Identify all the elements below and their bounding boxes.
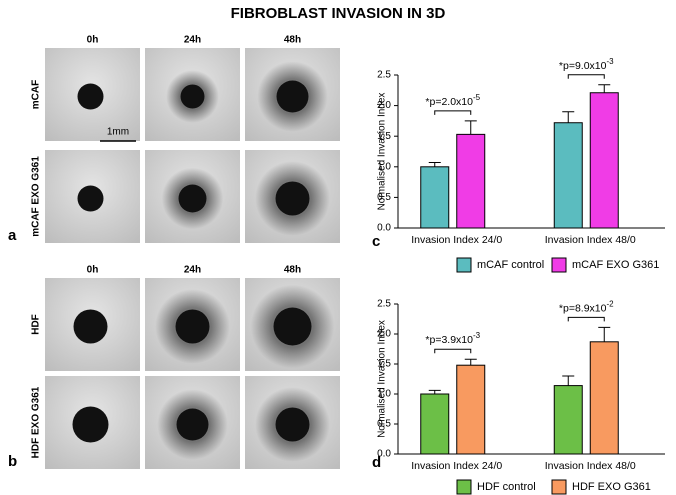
significance-bracket bbox=[567, 316, 605, 322]
significance-bracket bbox=[567, 74, 605, 79]
error-bar bbox=[598, 84, 611, 93]
p-value-exponent: -3 bbox=[473, 331, 481, 340]
column-header: 48h bbox=[284, 265, 301, 276]
spheroid bbox=[77, 185, 104, 212]
p-value-text: *p=2.0x10 bbox=[425, 96, 473, 108]
x-tick-label: Invasion Index 48/0 bbox=[545, 234, 636, 246]
legend-label: HDF EXO G361 bbox=[572, 481, 651, 493]
error-bar bbox=[562, 111, 575, 123]
row-label: HDF EXO G361 bbox=[31, 386, 42, 458]
y-tick-label: 2.0 bbox=[377, 100, 391, 111]
row-label: mCAF bbox=[31, 80, 42, 109]
column-header: 0h bbox=[87, 265, 99, 276]
legend-swatch bbox=[456, 257, 472, 273]
legend-swatch bbox=[551, 479, 567, 495]
y-tick-label: 0.5 bbox=[377, 419, 391, 430]
spheroid bbox=[275, 181, 310, 216]
spheroid bbox=[273, 307, 312, 346]
spheroid bbox=[72, 406, 109, 443]
p-value-exponent: -2 bbox=[606, 300, 614, 309]
spheroid bbox=[178, 184, 207, 213]
panel-label: d bbox=[372, 454, 381, 471]
y-axis-title: Normalised Invasion Index bbox=[377, 93, 388, 211]
significance-bracket bbox=[434, 110, 472, 115]
p-value-annotation: *p=2.0x10-5 bbox=[425, 93, 480, 108]
y-axis-title: Normalised Invasion Index bbox=[377, 320, 388, 438]
x-tick-label: Invasion Index 48/0 bbox=[545, 460, 636, 472]
column-header: 24h bbox=[184, 265, 201, 276]
bar bbox=[456, 133, 486, 229]
legend-label: mCAF control bbox=[477, 259, 544, 271]
spheroid bbox=[176, 408, 209, 441]
p-value-annotation: *p=3.9x10-3 bbox=[425, 331, 480, 346]
spheroid bbox=[175, 309, 210, 344]
significance-bracket bbox=[434, 348, 472, 354]
legend-label: mCAF EXO G361 bbox=[572, 259, 659, 271]
x-tick-label: Invasion Index 24/0 bbox=[411, 460, 502, 472]
column-header: 48h bbox=[284, 35, 301, 46]
p-value-text: *p=8.9x10 bbox=[559, 302, 607, 314]
error-bar bbox=[598, 326, 611, 342]
legend-swatch bbox=[456, 479, 472, 495]
p-value-exponent: -3 bbox=[606, 57, 614, 66]
p-value-text: *p=3.9x10 bbox=[425, 334, 473, 346]
error-bar bbox=[428, 162, 441, 167]
bar bbox=[553, 385, 583, 455]
column-header: 24h bbox=[184, 35, 201, 46]
bar bbox=[456, 364, 486, 455]
legend-swatch bbox=[551, 257, 567, 273]
bar bbox=[589, 92, 619, 229]
y-tick-label: 1.0 bbox=[377, 389, 391, 400]
y-tick-label: 0.0 bbox=[377, 223, 391, 234]
spheroid bbox=[276, 80, 309, 113]
bar bbox=[553, 122, 583, 229]
row-label: HDF bbox=[31, 314, 42, 335]
p-value-annotation: *p=8.9x10-2 bbox=[559, 300, 614, 315]
spheroid bbox=[275, 407, 310, 442]
y-tick-label: 0.0 bbox=[377, 449, 391, 460]
error-bar bbox=[428, 389, 441, 394]
error-bar bbox=[562, 375, 575, 386]
figure-title: FIBROBLAST INVASION IN 3D bbox=[231, 5, 446, 22]
bar bbox=[589, 341, 619, 455]
panel-label: a bbox=[8, 227, 17, 244]
legend-label: HDF control bbox=[477, 481, 536, 493]
x-tick-label: Invasion Index 24/0 bbox=[411, 234, 502, 246]
y-tick-label: 2.5 bbox=[377, 299, 391, 310]
bar bbox=[420, 393, 450, 455]
p-value-exponent: -5 bbox=[473, 93, 481, 102]
y-tick-label: 1.0 bbox=[377, 161, 391, 172]
p-value-text: *p=9.0x10 bbox=[559, 60, 607, 72]
spheroid bbox=[180, 84, 205, 109]
bar bbox=[420, 166, 450, 229]
y-tick-label: 1.5 bbox=[377, 131, 391, 142]
error-bar bbox=[464, 358, 477, 366]
column-header: 0h bbox=[87, 35, 99, 46]
p-value-annotation: *p=9.0x10-3 bbox=[559, 57, 614, 72]
y-tick-label: 1.5 bbox=[377, 359, 391, 370]
spheroid bbox=[77, 83, 104, 110]
spheroid bbox=[73, 309, 108, 344]
panel-label: b bbox=[8, 453, 17, 470]
row-label: mCAF EXO G361 bbox=[31, 156, 42, 237]
y-tick-label: 2.0 bbox=[377, 329, 391, 340]
error-bar bbox=[464, 120, 477, 135]
panel-label: c bbox=[372, 233, 380, 250]
y-tick-label: 2.5 bbox=[377, 70, 391, 81]
y-tick-label: 0.5 bbox=[377, 192, 391, 203]
scale-bar-label: 1mm bbox=[107, 127, 129, 138]
